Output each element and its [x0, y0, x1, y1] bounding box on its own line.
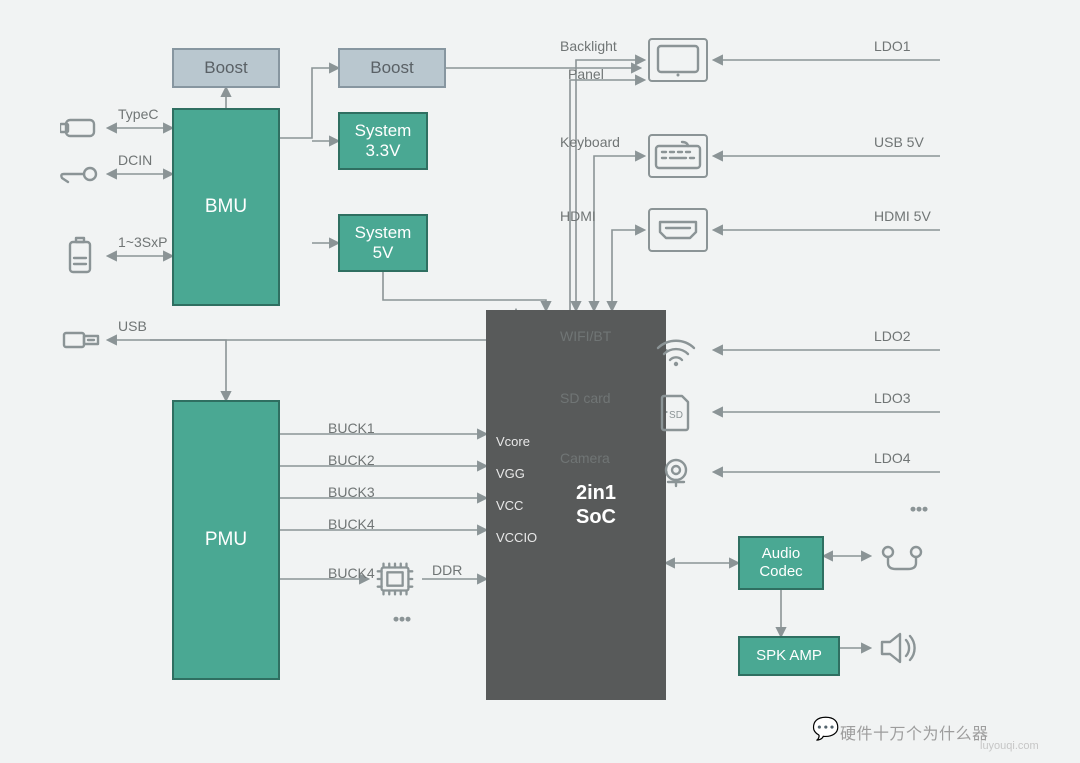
- usb-icon: [60, 320, 108, 360]
- wifi-icon: [652, 330, 700, 370]
- svg-text:SD: SD: [669, 410, 683, 421]
- label-ldo3: LDO3: [874, 390, 911, 406]
- battery-icon: [60, 236, 108, 276]
- label-dcin: DCIN: [118, 152, 152, 168]
- speaker-icon: [876, 628, 924, 668]
- label-ddr: DDR: [432, 562, 462, 578]
- label-panel: Panel: [568, 66, 604, 82]
- block-sys33: System 3.3V: [338, 112, 428, 170]
- label-usb-5v: USB 5V: [874, 134, 924, 150]
- soc-pin-vcc: VCC: [496, 498, 523, 513]
- label-buck3: BUCK3: [328, 484, 375, 500]
- block-spkamp: SPK AMP: [738, 636, 840, 676]
- label-buck4: BUCK4: [328, 565, 375, 581]
- label-camera: Camera: [560, 450, 610, 466]
- chip-icon: [372, 556, 418, 602]
- label-hdmi: HDMI: [560, 208, 596, 224]
- diagram-stage: Boost Boost BMU System 3.3V System 5V PMU Audi…: [0, 0, 1080, 763]
- block-audio: Audio Codec: [738, 536, 824, 590]
- label-buck1: BUCK1: [328, 420, 375, 436]
- dcjack-icon: [60, 154, 108, 194]
- label-buck4: BUCK4: [328, 516, 375, 532]
- label-usb: USB: [118, 318, 147, 334]
- watermark-sub: luyouqi.com: [980, 740, 1039, 752]
- block-pmu: PMU: [172, 400, 280, 680]
- soc-pin-vgg: VGG: [496, 466, 525, 481]
- block-boost1: Boost: [172, 48, 280, 88]
- watermark-text: 硬件十万个为什么器: [840, 720, 989, 744]
- label-typec: TypeC: [118, 106, 158, 122]
- display-icon: [654, 40, 702, 80]
- earbuds-icon: [876, 536, 928, 576]
- label-backlight: Backlight: [560, 38, 617, 54]
- soc-pin-vccio: VCCIO: [496, 530, 537, 545]
- label-ldo2: LDO2: [874, 328, 911, 344]
- keyboard-icon: [654, 136, 702, 176]
- label-ldo1: LDO1: [874, 38, 911, 54]
- block-sys5: System 5V: [338, 214, 428, 272]
- label-hdmi-5v: HDMI 5V: [874, 208, 931, 224]
- label-1~3sxp: 1~3SxP: [118, 234, 167, 250]
- soc-pin-vcore: Vcore: [496, 434, 530, 449]
- label-wifi-bt: WIFI/BT: [560, 328, 611, 344]
- label-buck2: BUCK2: [328, 452, 375, 468]
- sd-icon: SD: [652, 392, 700, 432]
- label-ldo4: LDO4: [874, 450, 911, 466]
- typec-icon: [60, 108, 108, 148]
- block-boost2: Boost: [338, 48, 446, 88]
- label-sd-card: SD card: [560, 390, 611, 406]
- camera-icon: [652, 452, 700, 492]
- hdmi-icon: [654, 210, 702, 250]
- label-keyboard: Keyboard: [560, 134, 620, 150]
- watermark-logo: 💬: [812, 716, 840, 742]
- block-bmu: BMU: [172, 108, 280, 306]
